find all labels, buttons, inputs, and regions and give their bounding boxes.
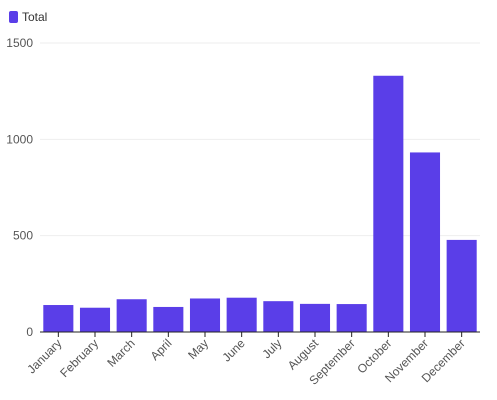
legend-label: Total bbox=[22, 10, 48, 24]
bar-october[interactable] bbox=[373, 75, 404, 333]
x-tick-label: May bbox=[185, 336, 211, 362]
x-tick-label: April bbox=[148, 336, 175, 363]
bar-august[interactable] bbox=[299, 303, 331, 332]
bar-november[interactable] bbox=[409, 152, 441, 332]
x-tick-label: July bbox=[259, 336, 284, 361]
bar-february[interactable] bbox=[79, 307, 111, 332]
bar-may[interactable] bbox=[189, 298, 221, 332]
legend[interactable]: Total bbox=[9, 10, 47, 24]
bar-march[interactable] bbox=[116, 299, 147, 332]
bar-july[interactable] bbox=[263, 301, 294, 332]
legend-swatch bbox=[9, 11, 18, 23]
bar-june[interactable] bbox=[226, 297, 257, 332]
y-axis-tick-labels: 0 500 1000 1500 bbox=[6, 36, 33, 339]
bars bbox=[43, 75, 477, 333]
y-tick-label: 1500 bbox=[6, 36, 33, 50]
bar-january[interactable] bbox=[43, 305, 74, 332]
bar-september[interactable] bbox=[336, 304, 367, 332]
y-tick-label: 500 bbox=[13, 229, 33, 243]
x-tick-label: June bbox=[219, 336, 248, 365]
x-tick-label: February bbox=[57, 336, 101, 380]
x-tick-label: March bbox=[104, 336, 137, 369]
bar-december[interactable] bbox=[446, 239, 477, 332]
y-tick-label: 0 bbox=[26, 325, 33, 339]
grid-lines bbox=[40, 42, 480, 237]
y-tick-label: 1000 bbox=[6, 132, 33, 146]
bar-april[interactable] bbox=[153, 306, 184, 332]
